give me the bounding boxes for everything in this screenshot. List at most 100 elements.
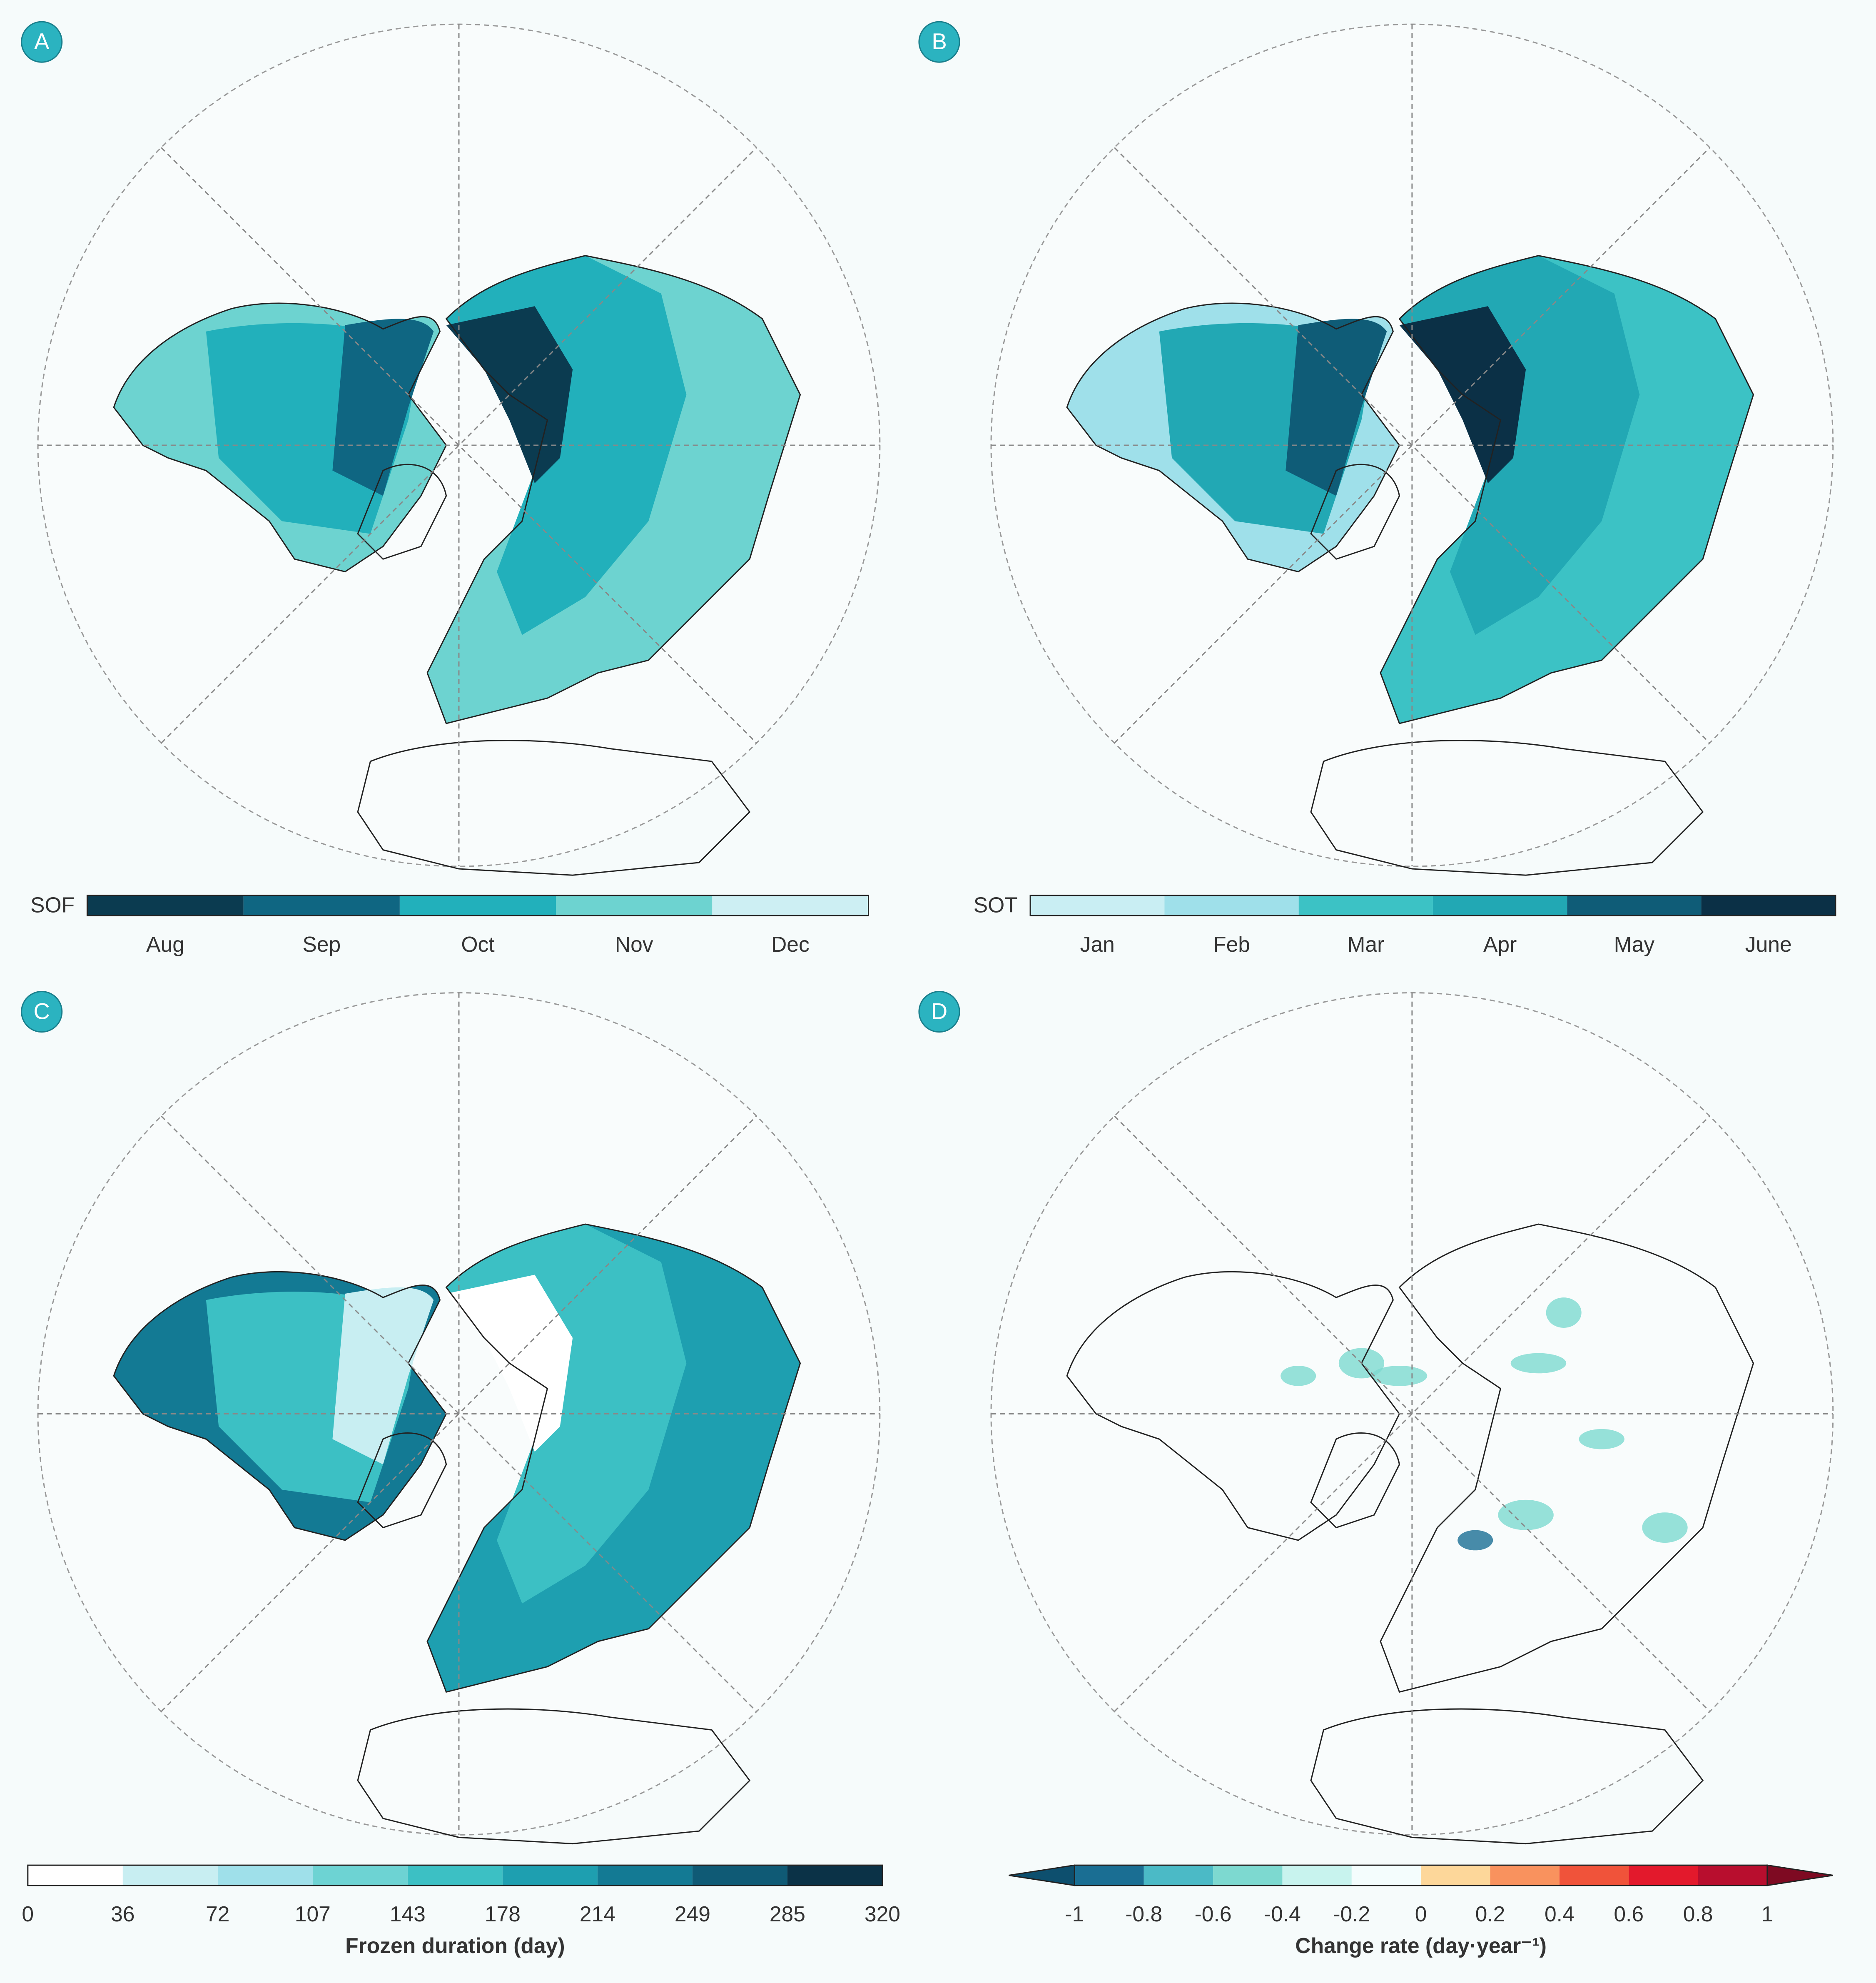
panel-label: A — [34, 29, 50, 54]
coastline — [1380, 1223, 1754, 1693]
colorbar-segment — [556, 895, 713, 916]
coastline — [113, 1271, 447, 1541]
land-shade — [1286, 319, 1387, 496]
colorbar-title: SOF — [30, 893, 75, 917]
colorbar-label: May — [1614, 932, 1655, 956]
colorbar-label: June — [1745, 932, 1792, 956]
colorbar-label: Dec — [771, 932, 810, 956]
coastline — [1310, 740, 1704, 876]
panel-label: B — [932, 29, 947, 54]
colorbar-label: Aug — [146, 932, 184, 956]
colorbar-label: 0 — [22, 1902, 34, 1926]
colorbar-segment — [1701, 895, 1836, 916]
colorbar-label: 0.4 — [1545, 1902, 1575, 1926]
graticule — [1114, 1115, 1710, 1712]
colorbar-extend — [1766, 1864, 1834, 1886]
change-patch — [1281, 1366, 1316, 1386]
colorbar-label: -0.8 — [1125, 1902, 1162, 1926]
colorbar-label: -0.4 — [1264, 1902, 1301, 1926]
colorbar-segment — [1433, 895, 1567, 916]
colorbar-label: 72 — [206, 1902, 229, 1926]
coastline — [1066, 1271, 1400, 1541]
colorbar-segment — [407, 1865, 503, 1886]
colorbar-segment — [692, 1865, 787, 1886]
coastline — [1310, 464, 1400, 560]
colorbar-label: 0.6 — [1614, 1902, 1644, 1926]
panel-badge — [21, 990, 63, 1033]
colorbar-label: 36 — [111, 1902, 135, 1926]
colorbar-segment — [1030, 895, 1165, 916]
colorbar-segment — [1164, 895, 1299, 916]
coastline — [426, 1223, 801, 1693]
colorbar-segment — [122, 1865, 218, 1886]
map-panel — [37, 992, 881, 1845]
colorbar-segment — [712, 895, 869, 916]
colorbar-label: -1 — [1065, 1902, 1084, 1926]
map-panel — [990, 23, 1834, 876]
land-shade — [332, 319, 434, 496]
coastline — [426, 255, 801, 724]
colorbar-segment — [1559, 1865, 1629, 1886]
colorbar-segment — [399, 895, 556, 916]
change-patch — [1579, 1429, 1624, 1449]
colorbar-segment — [312, 1865, 408, 1886]
colorbar-segment — [87, 895, 244, 916]
colorbar-label: 320 — [865, 1902, 900, 1926]
colorbar-label: Sep — [302, 932, 341, 956]
colorbar-segment — [1629, 1865, 1698, 1886]
land-shade — [332, 1287, 434, 1464]
colorbar-label: 0.8 — [1683, 1902, 1713, 1926]
map-panel — [37, 23, 881, 876]
colorbar-label: 285 — [770, 1902, 805, 1926]
change-patch — [1498, 1499, 1554, 1530]
colorbar-segment — [1298, 895, 1433, 916]
colorbar-segment — [1282, 1865, 1352, 1886]
colorbar-label: 214 — [580, 1902, 615, 1926]
coastline — [1066, 302, 1400, 573]
colorbar-label: Apr — [1483, 932, 1517, 956]
coastline — [357, 1432, 447, 1529]
colorbar-label: Mar — [1347, 932, 1384, 956]
colorbar-title: Frozen duration (day) — [345, 1933, 565, 1958]
colorbar-label: Feb — [1213, 932, 1250, 956]
colorbar-frame — [1074, 1864, 1768, 1886]
panel-badge — [21, 21, 63, 63]
panel-label: C — [33, 999, 50, 1024]
change-patch — [1510, 1353, 1567, 1374]
graticule — [161, 147, 757, 743]
panel-badge — [918, 990, 960, 1033]
change-patch — [1642, 1512, 1688, 1543]
colorbar-label: -0.2 — [1333, 1902, 1370, 1926]
colorbar-label: 0.2 — [1475, 1902, 1505, 1926]
colorbar-label: 1 — [1761, 1902, 1774, 1926]
colorbar-segment — [217, 1865, 313, 1886]
colorbar-segment — [1351, 1865, 1421, 1886]
colorbar-extend — [1009, 1864, 1075, 1886]
colorbar-label: 0 — [1415, 1902, 1427, 1926]
colorbar-label: Jan — [1080, 932, 1115, 956]
colorbar-label: -0.6 — [1195, 1902, 1232, 1926]
colorbar-title: SOT — [974, 893, 1018, 917]
coastline — [1310, 1708, 1704, 1845]
coastline — [113, 302, 447, 573]
panel-badge — [918, 21, 960, 63]
colorbar-title: Change rate (day·year⁻¹) — [1295, 1933, 1547, 1958]
colorbar-segment — [502, 1865, 598, 1886]
colorbar-label: 249 — [675, 1902, 710, 1926]
colorbar-frame — [1029, 895, 1836, 916]
coastline — [1310, 1432, 1400, 1529]
colorbar-frame — [86, 895, 869, 916]
coastline — [1380, 255, 1754, 724]
colorbar-segment — [597, 1865, 693, 1886]
colorbar-segment — [1144, 1865, 1213, 1886]
colorbar-label: 107 — [295, 1902, 331, 1926]
change-patch — [1371, 1366, 1428, 1386]
colorbar-segment — [787, 1865, 882, 1886]
map-panel — [990, 992, 1834, 1845]
colorbar-segment — [1421, 1865, 1490, 1886]
colorbar-label: 178 — [485, 1902, 521, 1926]
colorbar-label: 143 — [390, 1902, 426, 1926]
change-patch — [1546, 1297, 1582, 1328]
